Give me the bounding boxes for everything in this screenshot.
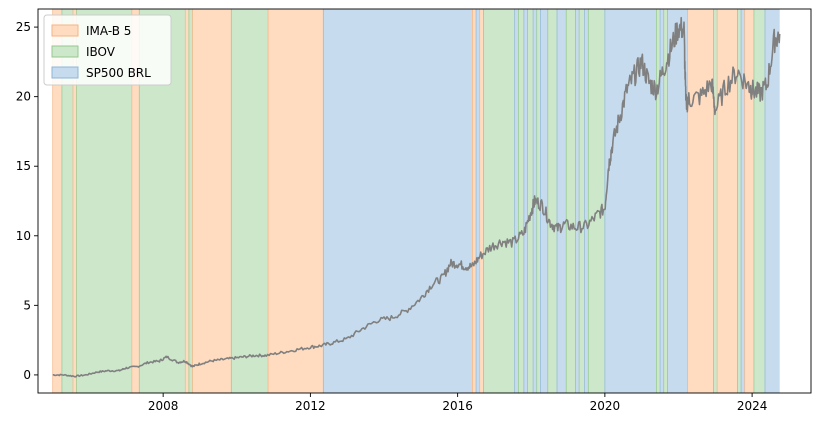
regime-band-sp-34 <box>667 9 688 393</box>
x-tick-label-2020: 2020 <box>590 399 621 413</box>
regime-band-ibov-23 <box>547 9 558 393</box>
y-tick-label-10: 10 <box>16 229 31 243</box>
regime-band-sp-16 <box>514 9 519 393</box>
regime-band-ima-8 <box>192 9 232 393</box>
legend-label-sp: SP500 BRL <box>86 66 151 80</box>
regime-band-ima-6 <box>185 9 189 393</box>
regime-band-ibov-15 <box>483 9 515 393</box>
legend-swatch-ima <box>51 24 79 37</box>
regime-band-ibov-25 <box>566 9 576 393</box>
regime-band-sp-24 <box>557 9 567 393</box>
y-tick-label-20: 20 <box>16 90 31 104</box>
regime-band-sp-11 <box>323 9 473 393</box>
plot-frame <box>37 8 812 394</box>
regime-band-ibov-33 <box>663 9 668 393</box>
regime-band-ibov-19 <box>527 9 534 393</box>
regime-band-ima-37 <box>717 9 738 393</box>
y-tick-label-25: 25 <box>16 20 31 34</box>
x-axis: 2008 2012 2016 2020 2024 <box>148 393 767 413</box>
regime-band-ima-35 <box>687 9 714 393</box>
regime-band-ima-10 <box>268 9 324 393</box>
regime-band-sp-18 <box>523 9 528 393</box>
price-line-layer <box>52 16 781 378</box>
regime-band-sp-32 <box>660 9 664 393</box>
regime-band-ima-2 <box>72 9 77 393</box>
series-line <box>52 16 781 378</box>
regime-band-ima-12 <box>472 9 477 393</box>
regime-band-ibov-41 <box>753 9 765 393</box>
legend-swatch-ibov <box>51 45 79 58</box>
regime-band-ibov-31 <box>656 9 661 393</box>
regime-band-ima-4 <box>131 9 140 393</box>
x-tick-label-2016: 2016 <box>442 399 473 413</box>
regime-band-ima-40 <box>744 9 754 393</box>
y-tick-label-5: 5 <box>23 298 31 312</box>
x-tick-label-2008: 2008 <box>148 399 179 413</box>
legend-label-ibov: IBOV <box>86 45 116 59</box>
regime-band-sp-28 <box>584 9 589 393</box>
regime-band-ibov-29 <box>588 9 605 393</box>
regime-band-sp-39 <box>741 9 745 393</box>
regime-band-ibov-17 <box>518 9 524 393</box>
y-tick-label-0: 0 <box>23 368 31 382</box>
regime-band-sp-13 <box>476 9 480 393</box>
regime-band-ima-14 <box>479 9 484 393</box>
y-axis: 0 5 10 15 20 25 <box>16 20 38 382</box>
y-tick-label-15: 15 <box>16 159 31 173</box>
legend-swatch-sp <box>51 66 79 79</box>
regime-band-ibov-36 <box>713 9 718 393</box>
regime-band-sp-26 <box>575 9 580 393</box>
regime-band-ibov-9 <box>231 9 269 393</box>
regime-band-sp-30 <box>604 9 657 393</box>
x-tick-label-2024: 2024 <box>737 399 768 413</box>
regime-band-ibov-38 <box>737 9 742 393</box>
regime-band-ibov-1 <box>61 9 73 393</box>
regime-band-sp-22 <box>540 9 548 393</box>
regime-band-ibov-7 <box>188 9 193 393</box>
regime-band-ima-0 <box>52 9 62 393</box>
legend-label-ima: IMA-B 5 <box>86 24 131 38</box>
regime-band-ibov-27 <box>579 9 585 393</box>
x-tick-label-2012: 2012 <box>295 399 326 413</box>
legend: IMA-B 5 IBOV SP500 BRL <box>43 14 172 86</box>
regime-band-sp-42 <box>764 9 780 393</box>
